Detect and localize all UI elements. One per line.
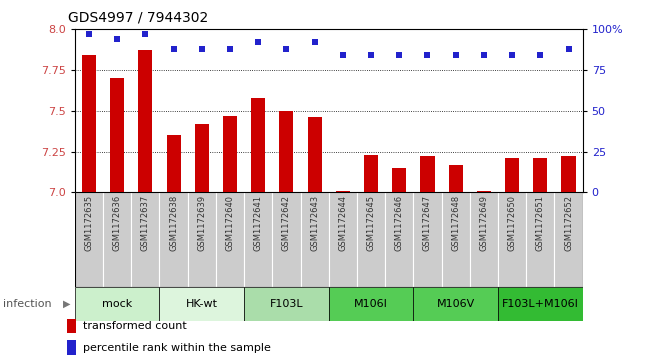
Point — [197, 46, 207, 52]
Bar — [244, 192, 272, 287]
Bar — [392, 168, 406, 192]
Bar — [441, 192, 470, 287]
Bar — [357, 192, 385, 287]
Text: GSM1172644: GSM1172644 — [339, 195, 348, 251]
Text: transformed count: transformed count — [83, 321, 186, 331]
Text: HK-wt: HK-wt — [186, 299, 218, 309]
Point — [394, 52, 404, 58]
Bar — [505, 158, 519, 192]
Point — [140, 31, 150, 37]
Bar — [329, 287, 413, 321]
Text: GSM1172643: GSM1172643 — [310, 195, 319, 251]
Bar — [279, 111, 294, 192]
Bar — [223, 115, 237, 192]
Text: GSM1172647: GSM1172647 — [423, 195, 432, 251]
Bar — [533, 158, 547, 192]
Bar — [244, 287, 329, 321]
Bar — [75, 192, 103, 287]
Text: GSM1172652: GSM1172652 — [564, 195, 573, 251]
Text: percentile rank within the sample: percentile rank within the sample — [83, 343, 271, 352]
Bar — [329, 192, 357, 287]
Text: GSM1172651: GSM1172651 — [536, 195, 545, 251]
Bar — [413, 192, 441, 287]
Bar — [498, 287, 583, 321]
Text: GSM1172639: GSM1172639 — [197, 195, 206, 251]
Point — [112, 36, 122, 42]
Text: GSM1172650: GSM1172650 — [508, 195, 517, 251]
Text: ▶: ▶ — [63, 299, 71, 309]
Bar — [477, 191, 491, 192]
Bar — [103, 192, 132, 287]
Point — [450, 52, 461, 58]
Bar — [187, 192, 216, 287]
Bar — [159, 287, 244, 321]
Bar — [307, 117, 322, 192]
Text: GSM1172641: GSM1172641 — [254, 195, 263, 251]
Bar — [413, 287, 498, 321]
Bar — [132, 192, 159, 287]
Bar — [251, 98, 266, 192]
Point — [225, 46, 235, 52]
Bar — [470, 192, 498, 287]
Text: GDS4997 / 7944302: GDS4997 / 7944302 — [68, 11, 208, 25]
Text: GSM1172645: GSM1172645 — [367, 195, 376, 251]
Bar — [110, 78, 124, 192]
Point — [563, 46, 574, 52]
Bar — [526, 192, 555, 287]
Bar — [561, 156, 575, 192]
Bar — [216, 192, 244, 287]
Point — [422, 52, 433, 58]
Text: F103L+M106I: F103L+M106I — [502, 299, 579, 309]
Bar — [195, 124, 209, 192]
Point — [169, 46, 179, 52]
Point — [366, 52, 376, 58]
Text: GSM1172637: GSM1172637 — [141, 195, 150, 252]
Text: F103L: F103L — [270, 299, 303, 309]
Bar — [139, 50, 152, 192]
Text: M106I: M106I — [354, 299, 388, 309]
Bar — [555, 192, 583, 287]
Text: GSM1172648: GSM1172648 — [451, 195, 460, 251]
Bar — [498, 192, 526, 287]
Text: GSM1172640: GSM1172640 — [225, 195, 234, 251]
Text: GSM1172642: GSM1172642 — [282, 195, 291, 251]
Point — [84, 31, 94, 37]
Bar — [421, 156, 435, 192]
Point — [338, 52, 348, 58]
Point — [535, 52, 546, 58]
Text: infection: infection — [3, 299, 52, 309]
Bar — [385, 192, 413, 287]
Point — [507, 52, 518, 58]
Text: GSM1172636: GSM1172636 — [113, 195, 122, 252]
Bar — [82, 55, 96, 192]
Text: mock: mock — [102, 299, 132, 309]
Bar — [67, 340, 76, 355]
Bar — [75, 287, 159, 321]
Point — [309, 39, 320, 45]
Text: M106V: M106V — [437, 299, 475, 309]
Bar — [167, 135, 181, 192]
Text: GSM1172635: GSM1172635 — [85, 195, 94, 251]
Point — [253, 39, 264, 45]
Bar — [159, 192, 187, 287]
Bar — [67, 319, 76, 333]
Bar — [449, 165, 463, 192]
Text: GSM1172638: GSM1172638 — [169, 195, 178, 252]
Bar — [272, 192, 301, 287]
Text: GSM1172649: GSM1172649 — [479, 195, 488, 251]
Point — [281, 46, 292, 52]
Bar — [301, 192, 329, 287]
Point — [478, 52, 489, 58]
Bar — [336, 191, 350, 192]
Text: GSM1172646: GSM1172646 — [395, 195, 404, 251]
Bar — [364, 155, 378, 192]
